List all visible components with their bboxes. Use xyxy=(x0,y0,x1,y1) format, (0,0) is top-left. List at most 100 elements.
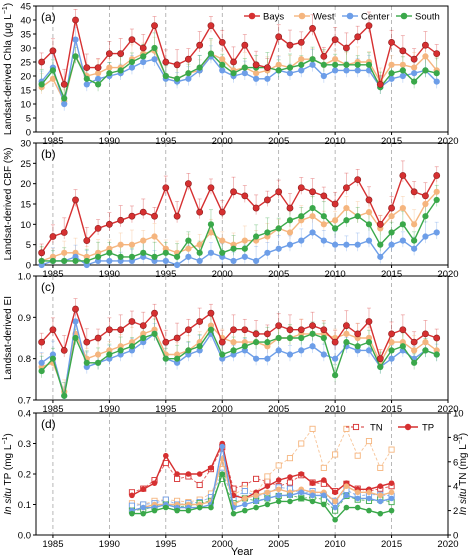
data-point-bays xyxy=(343,44,350,52)
data-point-bays xyxy=(151,22,158,29)
tp-point-bays xyxy=(275,477,282,483)
data-point-center xyxy=(320,237,327,244)
data-point-south xyxy=(433,196,440,204)
data-point-center xyxy=(173,261,181,269)
data-point-west xyxy=(320,221,327,228)
data-point-south xyxy=(241,245,248,252)
tp-point-south xyxy=(219,471,226,477)
data-point-bays xyxy=(105,50,113,57)
tp-point-south xyxy=(309,498,316,505)
tp-point-center xyxy=(343,492,350,499)
tp-point-center xyxy=(140,504,147,511)
y-tick-label: 40 xyxy=(20,16,31,27)
x-tick-label: 2000 xyxy=(212,404,233,415)
data-point-west xyxy=(230,339,237,346)
data-point-west xyxy=(411,64,418,71)
x-tick-label: 1990 xyxy=(99,404,120,415)
data-point-south xyxy=(128,343,136,350)
data-point-bays xyxy=(241,326,249,334)
data-point-south xyxy=(219,249,226,256)
data-point-bays xyxy=(128,318,136,325)
legend: Bays West Center South xyxy=(244,12,440,23)
data-point-bays xyxy=(275,33,283,41)
tp-point-center xyxy=(366,495,372,502)
tp-point-south xyxy=(275,498,282,505)
data-point-bays xyxy=(173,61,181,69)
data-point-south xyxy=(173,253,181,260)
data-point-south xyxy=(72,257,79,265)
data-point-center xyxy=(207,249,215,256)
data-point-south xyxy=(433,351,440,358)
data-point-south xyxy=(343,217,350,224)
data-point-bays xyxy=(38,249,46,257)
data-point-west xyxy=(422,200,429,208)
data-point-south xyxy=(264,229,271,236)
tp-point-south xyxy=(287,498,293,505)
data-point-south xyxy=(83,257,90,265)
tp-point-center xyxy=(354,495,361,502)
y-tick-label: 0.1 xyxy=(18,500,31,511)
data-point-south xyxy=(173,75,181,82)
tp-point-bays xyxy=(332,489,338,496)
data-point-bays xyxy=(139,44,147,52)
tp-point-bays xyxy=(321,477,327,483)
data-point-south xyxy=(422,213,429,220)
data-point-center xyxy=(38,359,45,366)
data-point-south xyxy=(298,213,305,220)
data-point-west xyxy=(399,61,406,68)
legend-marker xyxy=(248,12,256,20)
legend-marker xyxy=(346,12,354,20)
x-tick-label: 2010 xyxy=(325,404,346,415)
data-point-bays xyxy=(49,233,57,240)
x-tick-label: 2000 xyxy=(212,269,233,280)
legend-entry-bays: Bays xyxy=(263,12,284,23)
panel-b: 1985 1990 1995 2000 2005 2010 2015 202005101520… xyxy=(3,139,459,281)
data-point-south xyxy=(388,229,395,236)
tn-point-west xyxy=(343,425,350,432)
legend-marker xyxy=(298,12,306,20)
data-point-center xyxy=(411,70,418,77)
data-point-west xyxy=(411,221,418,228)
tp-point-south xyxy=(242,507,248,514)
data-point-south xyxy=(411,237,418,244)
y-tick-label: 0 xyxy=(26,128,31,139)
tp-point-south xyxy=(163,504,169,511)
data-point-bays xyxy=(399,172,407,179)
data-point-west xyxy=(117,241,124,248)
tp-point-south xyxy=(208,504,214,511)
data-point-center xyxy=(128,64,136,71)
data-point-south xyxy=(411,78,418,85)
data-point-bays xyxy=(83,64,91,71)
x-tick-label: 2020 xyxy=(437,539,458,550)
tp-point-west xyxy=(388,489,395,496)
data-point-south xyxy=(207,50,215,57)
data-point-west xyxy=(219,56,226,63)
data-point-bays xyxy=(230,58,237,66)
data-point-south xyxy=(343,61,350,68)
y-tick-label: 10 xyxy=(20,220,31,231)
data-point-center xyxy=(61,100,68,108)
y-axis-label: Landsat-derived CBF (%) xyxy=(3,148,14,261)
data-point-west xyxy=(343,204,350,212)
y-axis-label: In situ TP (mg L−1) xyxy=(2,433,14,515)
data-point-bays xyxy=(128,212,136,220)
data-point-south xyxy=(207,221,215,228)
data-point-west xyxy=(388,213,395,220)
data-point-bays xyxy=(365,22,373,29)
data-point-south xyxy=(332,372,339,379)
x-tick-label: 2015 xyxy=(381,136,402,147)
tp-point-center xyxy=(321,492,327,499)
panel-label: (a) xyxy=(41,10,56,24)
tn-point-center xyxy=(128,502,135,509)
tp-point-bays xyxy=(309,480,316,486)
tp-point-bays xyxy=(140,486,147,493)
y-right-tick-label: 2 xyxy=(453,506,458,517)
data-point-bays xyxy=(422,192,429,200)
data-point-west xyxy=(343,330,350,337)
data-point-bays xyxy=(410,188,418,196)
tn-line-west xyxy=(131,427,392,505)
data-point-south xyxy=(253,339,260,346)
data-point-south xyxy=(72,334,79,342)
data-point-bays xyxy=(286,326,294,334)
data-point-center xyxy=(332,241,339,248)
